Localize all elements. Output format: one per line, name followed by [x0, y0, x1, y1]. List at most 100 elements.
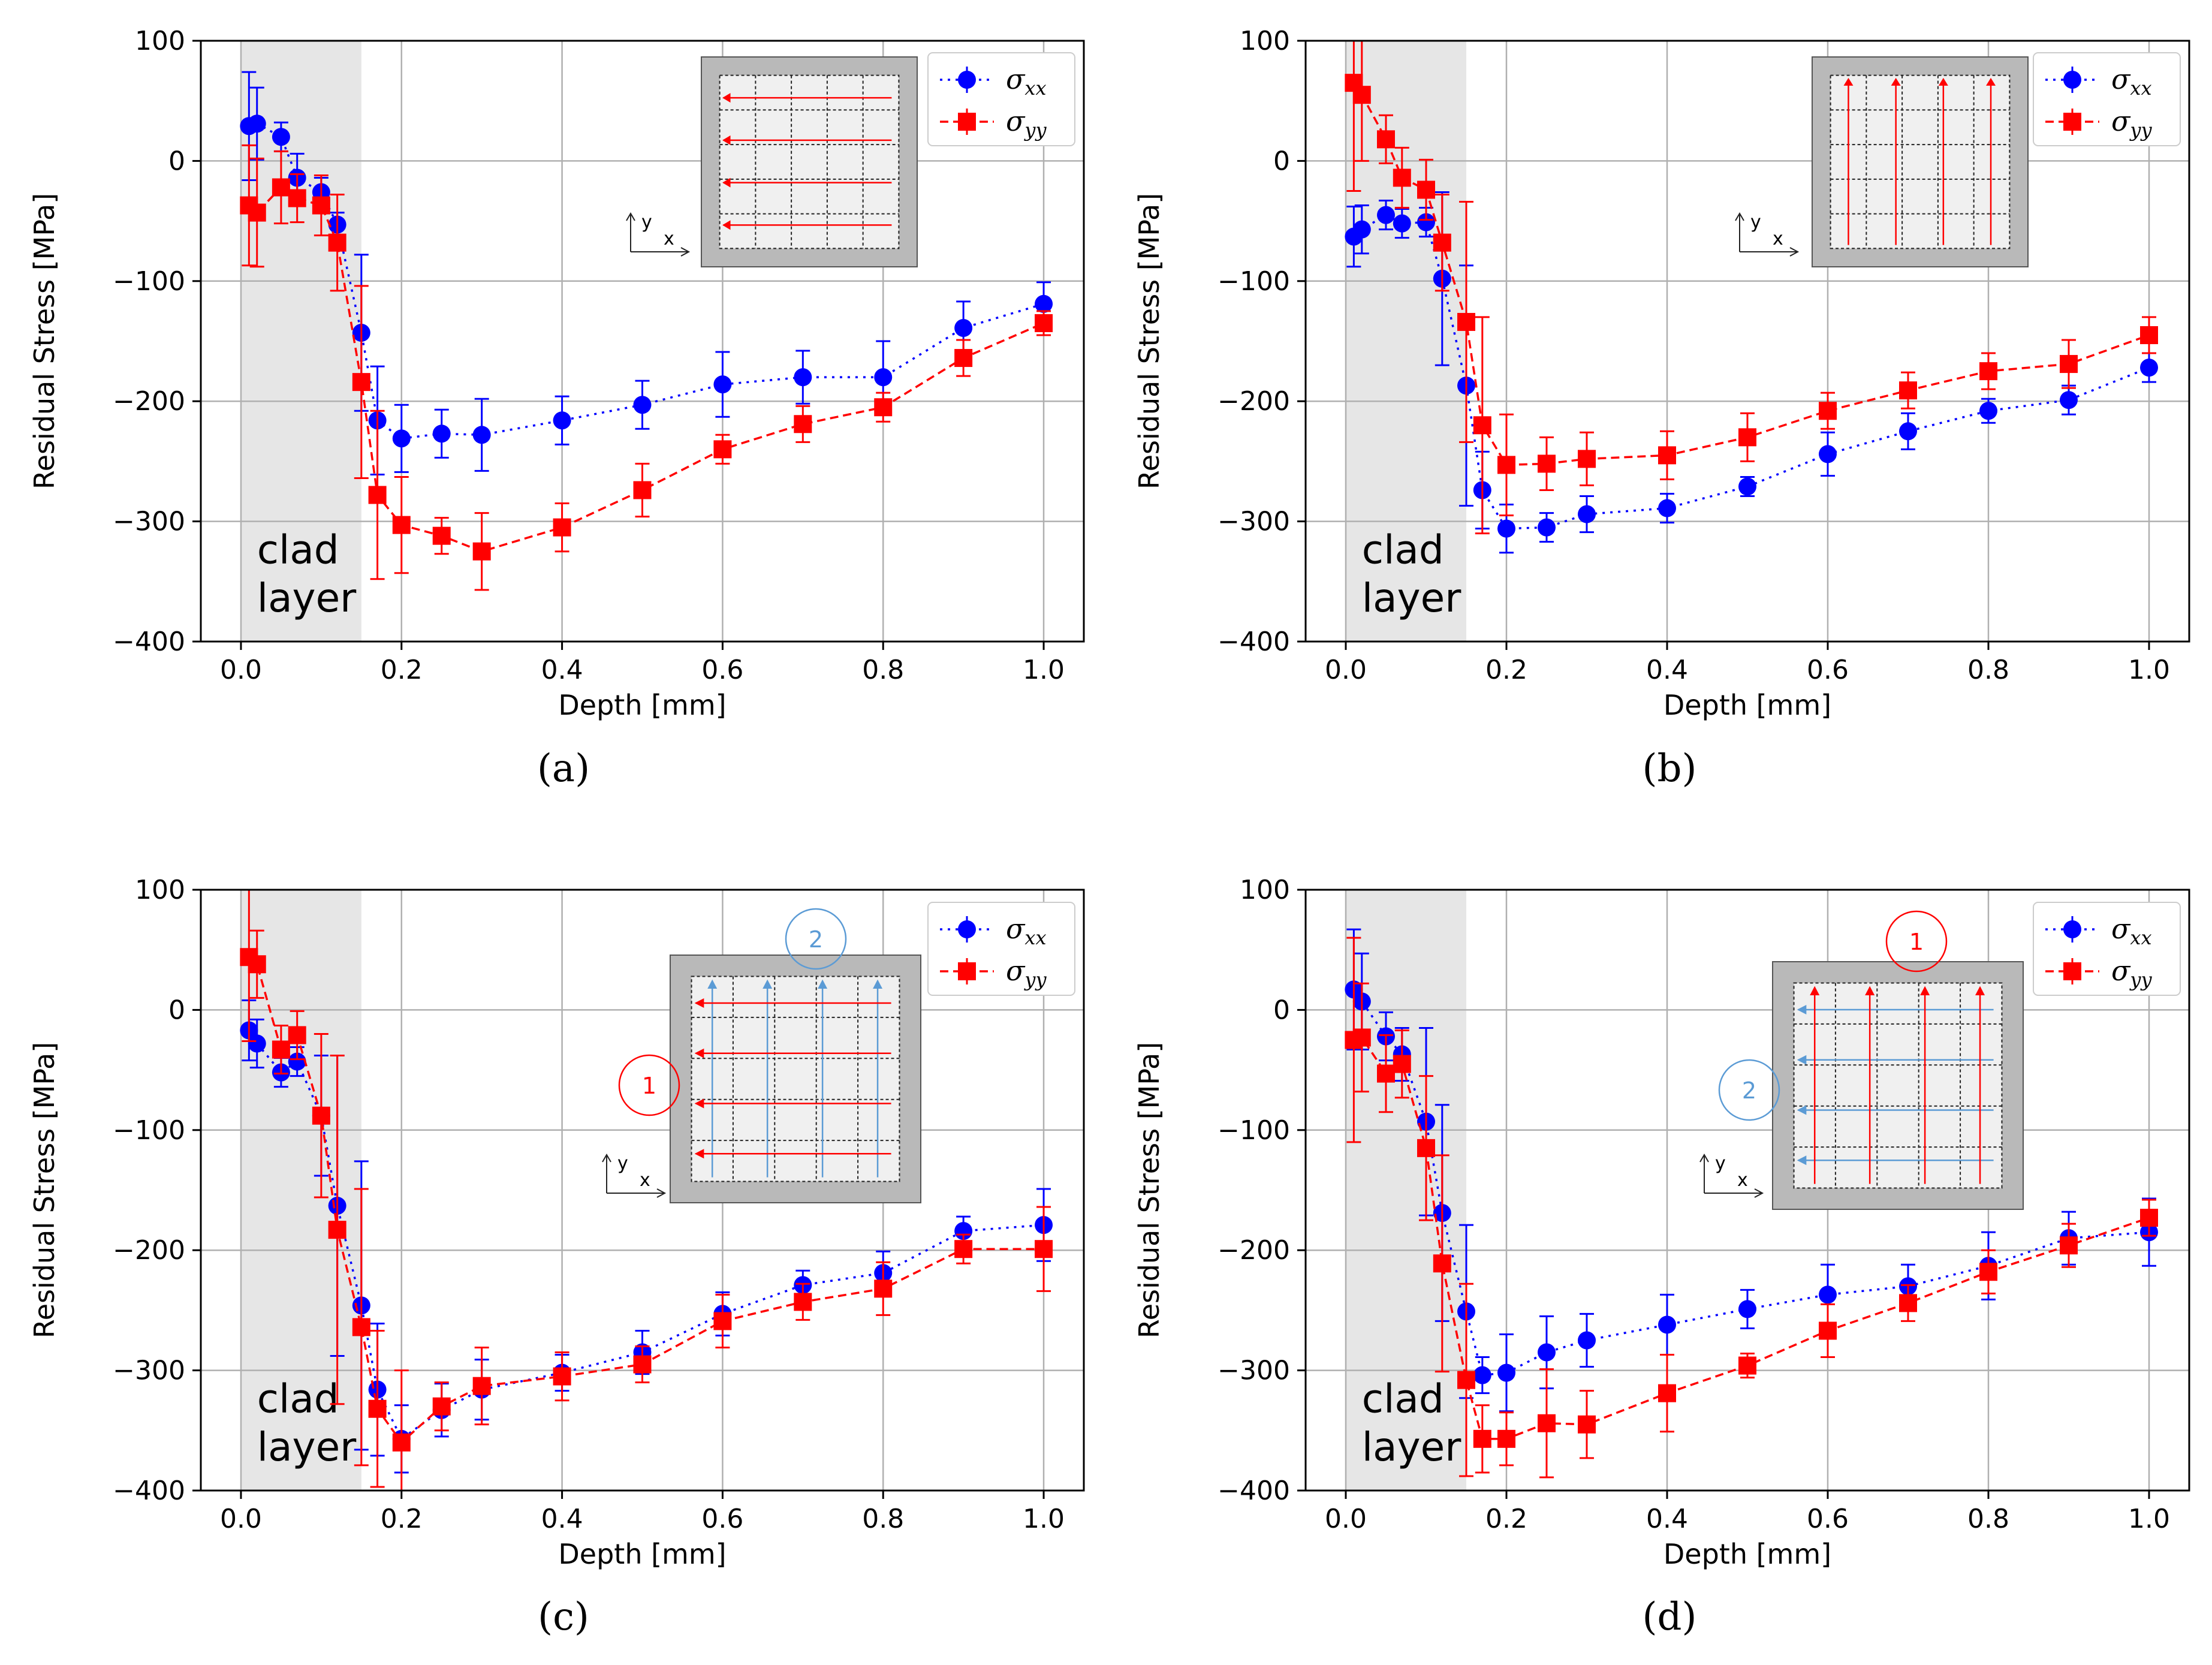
legend-label: σxx [1006, 63, 1047, 100]
data-point-yy [1497, 456, 1515, 474]
data-point-xx [248, 115, 266, 133]
data-point-xx [1352, 220, 1371, 239]
x-tick-label: 0.2 [381, 655, 423, 685]
y-axis-label: Residual Stress [MPa] [1133, 193, 1165, 489]
axis-indicator-x-label: x [1773, 228, 1783, 249]
inset-arrowhead [722, 135, 731, 145]
data-point-yy [312, 1106, 330, 1125]
axis-indicator-arrow [626, 212, 635, 221]
data-point-yy [1899, 381, 1917, 400]
data-point-xx [1497, 519, 1515, 538]
inset-arrowhead [1938, 77, 1948, 86]
axes-frame [200, 889, 1085, 1492]
x-tick-label: 0.0 [1325, 1504, 1367, 1534]
inset-arrowhead [818, 979, 828, 989]
inset-plate [1830, 74, 2011, 249]
data-point-yy [1979, 362, 1997, 381]
legend-label: σyy [1006, 955, 1047, 991]
inset-arrowhead [1975, 986, 1985, 996]
data-point-yy [1899, 1294, 1917, 1312]
axis-indicator-arrow [1699, 1154, 1709, 1163]
data-point-yy [1035, 1240, 1053, 1258]
inset-plate [691, 975, 900, 1182]
x-tick-label: 0.6 [701, 655, 743, 685]
y-tick-label: −200 [1217, 1235, 1290, 1266]
clad-region [240, 890, 361, 1491]
data-point-xx [1497, 1363, 1515, 1382]
clad-label-line2: layer [257, 1424, 357, 1470]
data-point-xx [1538, 518, 1556, 537]
inset-schematic: yx 1 2 [602, 908, 921, 1203]
pass-order-label-1: 1 [1909, 929, 1924, 955]
data-point-yy [1393, 1055, 1411, 1073]
data-point-xx [1819, 1285, 1837, 1304]
x-tick-label: 0.6 [1807, 655, 1849, 685]
axis-indicator-y-label: y [617, 1153, 628, 1174]
x-axis-label: Depth [mm] [558, 689, 726, 721]
data-point-xx [1738, 1300, 1756, 1318]
x-tick-label: 0.4 [1646, 1504, 1688, 1534]
inset-arrowhead [1986, 77, 1996, 86]
data-point-yy [1497, 1429, 1515, 1448]
inset-arrowhead [694, 1098, 704, 1109]
data-point-yy [1457, 1371, 1475, 1389]
y-tick-label: −400 [113, 1476, 185, 1506]
legend: σxx σyy [2033, 52, 2181, 146]
y-tick-label: −100 [1217, 1115, 1290, 1146]
clad-label-line2: layer [1362, 575, 1461, 621]
axes-frame [1304, 40, 2190, 643]
inset-schematic: yx 1 2 [1699, 910, 2024, 1210]
x-tick-label: 1.0 [1023, 655, 1065, 685]
data-point-xx [633, 396, 652, 414]
data-point-xx [432, 424, 451, 443]
axes-frame [1304, 889, 2190, 1492]
x-tick-label: 0.4 [541, 1504, 583, 1534]
axis-indicator-arrow [602, 1154, 611, 1163]
data-point-yy [1417, 1139, 1435, 1157]
data-point-xx [2140, 359, 2158, 377]
data-point-xx [1377, 206, 1395, 224]
axis-indicator-x-label: x [664, 228, 674, 249]
legend-box [927, 52, 1075, 146]
y-tick-label: −200 [1217, 386, 1290, 417]
y-axis-label: Residual Stress [MPa] [28, 193, 61, 489]
data-point-yy [432, 1397, 451, 1416]
data-point-yy [328, 233, 346, 252]
data-point-yy [553, 518, 571, 537]
series-line-xx [248, 1029, 1044, 1441]
data-point-xx [472, 426, 491, 444]
data-point-yy [472, 1377, 491, 1395]
axis-indicator-arrow [656, 1188, 667, 1198]
x-tick-label: 1.0 [2128, 655, 2170, 685]
data-point-xx [1979, 402, 1997, 420]
clad-label-line1: clad [1362, 527, 1444, 573]
data-point-yy [1457, 312, 1475, 331]
legend-marker [2063, 920, 2081, 938]
series-group [1345, 928, 2158, 1479]
data-point-xx [272, 128, 290, 146]
panel-label-a: (a) [537, 746, 590, 791]
data-point-xx [288, 1052, 306, 1071]
data-point-yy [874, 1279, 893, 1298]
inset-arrowhead [694, 998, 704, 1008]
data-point-yy [633, 1355, 652, 1374]
panel-label-b: (b) [1642, 746, 1697, 791]
data-point-xx [713, 375, 732, 394]
clad-label-line2: layer [257, 575, 357, 621]
data-point-yy [432, 526, 451, 545]
x-tick-label: 0.8 [862, 1504, 904, 1534]
data-point-xx [1899, 422, 1917, 441]
pass-order-circle-1 [1885, 910, 1948, 972]
y-tick-label: −200 [113, 1235, 185, 1266]
clad-label-line1: clad [257, 527, 339, 573]
panel-label-d: (d) [1642, 1595, 1697, 1639]
y-tick-label: −200 [113, 386, 185, 417]
inset-arrowhead [1797, 1055, 1807, 1065]
x-tick-label: 0.0 [1325, 655, 1367, 685]
legend-box [927, 902, 1075, 996]
series-group [240, 71, 1053, 591]
inset-arrowhead [763, 979, 773, 989]
data-point-yy [874, 398, 893, 417]
legend-label: σxx [1006, 913, 1047, 949]
inset-arrowhead [1797, 1105, 1807, 1115]
